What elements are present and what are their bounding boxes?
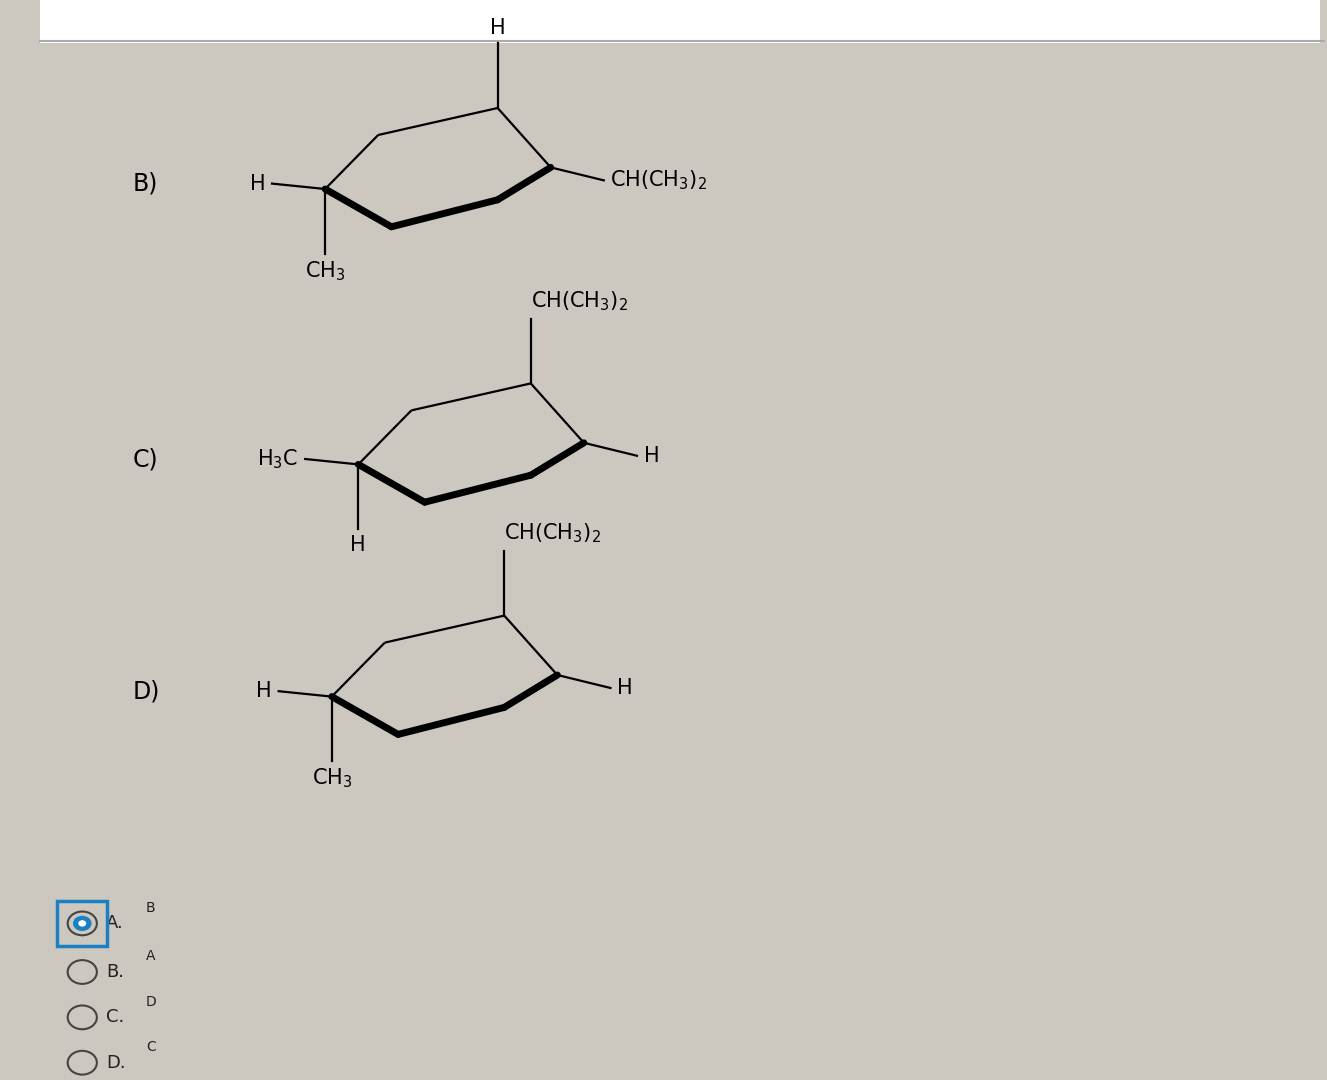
Text: CH(CH$_3$)$_2$: CH(CH$_3$)$_2$ <box>504 522 601 545</box>
Text: H: H <box>350 535 366 555</box>
Text: B: B <box>146 901 155 915</box>
Text: A.: A. <box>106 915 123 932</box>
Text: H: H <box>490 17 506 38</box>
Text: B.: B. <box>106 963 125 981</box>
Text: D: D <box>146 995 157 1009</box>
Text: D): D) <box>133 679 161 703</box>
FancyBboxPatch shape <box>40 0 1320 43</box>
Text: H: H <box>249 174 265 193</box>
Text: CH$_3$: CH$_3$ <box>305 259 345 283</box>
Text: B): B) <box>133 172 158 195</box>
Text: D.: D. <box>106 1054 126 1071</box>
Text: H: H <box>644 446 660 465</box>
Text: C.: C. <box>106 1009 125 1026</box>
Text: C): C) <box>133 447 158 471</box>
Text: CH$_3$: CH$_3$ <box>312 767 352 791</box>
Text: H: H <box>256 681 272 701</box>
Text: A: A <box>146 949 155 963</box>
Text: C: C <box>146 1040 155 1054</box>
Circle shape <box>78 920 86 927</box>
Text: H$_3$C: H$_3$C <box>257 447 299 471</box>
Circle shape <box>73 916 92 931</box>
Text: H: H <box>617 678 633 698</box>
Text: CH(CH$_3$)$_2$: CH(CH$_3$)$_2$ <box>531 289 628 313</box>
Text: CH(CH$_3$)$_2$: CH(CH$_3$)$_2$ <box>610 168 707 192</box>
